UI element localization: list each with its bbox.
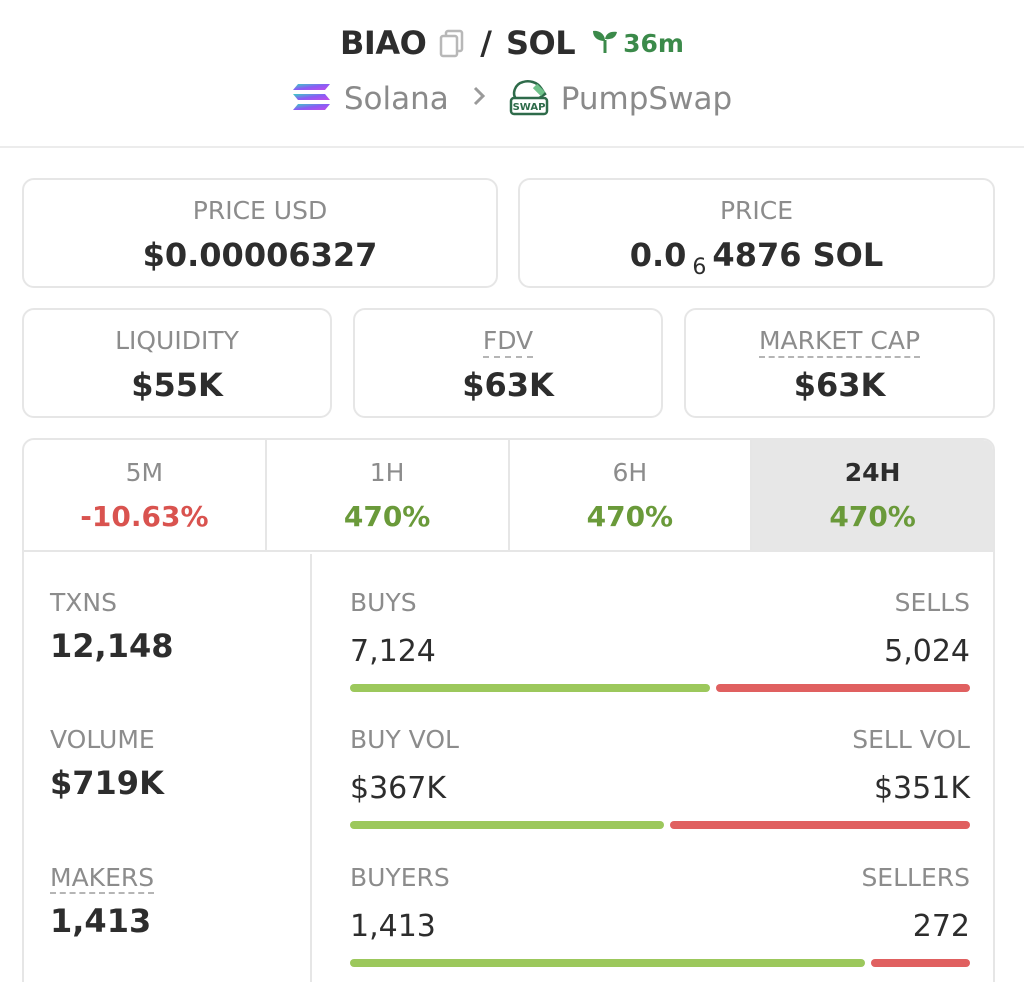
pair-separator: / — [480, 24, 492, 62]
buyers-sellers-row: BUYERS SELLERS 1,413 272 — [350, 863, 970, 973]
buyers-sellers-bar — [350, 959, 970, 967]
tab-change: 470% — [343, 500, 431, 533]
tab-label: 5M — [125, 458, 164, 487]
price-usd-card: PRICE USD $0.00006327 — [22, 178, 498, 288]
tab-1h[interactable]: 1H 470% — [267, 440, 510, 550]
sells-value: 5,024 — [884, 634, 970, 669]
sell-bar-fill — [871, 959, 970, 967]
makers-value: 1,413 — [50, 902, 152, 940]
copy-icon[interactable] — [438, 28, 466, 58]
sell-vol-value: $351K — [873, 771, 970, 806]
buy-bar-fill — [350, 959, 865, 967]
price-native-card: PRICE 0.0 6 4876 SOL — [518, 178, 995, 288]
tab-5m[interactable]: 5M -10.63% — [24, 440, 267, 550]
sell-bar-fill — [716, 684, 970, 692]
buyers-value: 1,413 — [350, 909, 436, 944]
sell-vol-label: SELL VOL — [852, 725, 970, 754]
pair-header: BIAO / SOL 36m — [0, 0, 1024, 148]
pair-title-row: BIAO / SOL 36m — [0, 24, 1024, 62]
pair-age: 36m — [591, 27, 684, 59]
liquidity-value: $55K — [131, 366, 223, 404]
timeframe-stats-panel: 5M -10.63% 1H 470% 6H 470% 24H 470% TXNS… — [22, 438, 995, 982]
chevron-right-icon — [471, 84, 487, 115]
price-native-suffix: 4876 SOL — [712, 236, 884, 274]
tab-6h[interactable]: 6H 470% — [510, 440, 753, 550]
txns-value: 12,148 — [50, 627, 174, 665]
sellers-value: 272 — [912, 909, 970, 944]
tab-change: -10.63% — [80, 500, 209, 533]
quote-token-symbol: SOL — [505, 24, 576, 62]
solana-logo-icon — [292, 81, 332, 117]
liquidity-card: LIQUIDITY $55K — [22, 308, 332, 418]
tab-label: 24H — [844, 458, 901, 487]
makers-metric: MAKERS 1,413 — [50, 863, 155, 940]
chain-name[interactable]: Solana — [343, 81, 449, 117]
market-cap-label[interactable]: MARKET CAP — [758, 326, 921, 358]
tab-label: 1H — [369, 458, 405, 487]
market-cap-value: $63K — [793, 366, 886, 404]
buy-vol-label: BUY VOL — [350, 725, 459, 754]
price-native-prefix: 0.0 — [629, 236, 687, 274]
sells-label: SELLS — [894, 588, 970, 617]
tab-change: 470% — [829, 500, 916, 533]
volume-split-row: BUY VOL SELL VOL $367K $351K — [350, 725, 970, 835]
tab-24h[interactable]: 24H 470% — [752, 440, 993, 550]
price-native-zeros: 6 — [692, 255, 707, 280]
buy-bar-fill — [350, 684, 710, 692]
txns-label: TXNS — [50, 588, 117, 617]
pumpswap-badge-text: SWAP — [512, 102, 545, 113]
txns-metric: TXNS 12,148 — [50, 588, 173, 665]
buys-sells-bar — [350, 684, 970, 692]
buyers-label: BUYERS — [350, 863, 450, 892]
chain-dex-breadcrumb: Solana SWAP PumpSwap — [0, 78, 1024, 120]
liquidity-label: LIQUIDITY — [115, 326, 239, 355]
buy-vol-value: $367K — [350, 771, 447, 806]
buys-label: BUYS — [350, 588, 417, 617]
volume-metric: VOLUME $719K — [50, 725, 164, 802]
sell-bar-fill — [670, 821, 970, 829]
price-usd-label: PRICE USD — [192, 196, 328, 225]
buy-bar-fill — [350, 821, 664, 829]
pair-age-text: 36m — [623, 28, 684, 58]
fdv-value: $63K — [462, 366, 554, 404]
volume-value: $719K — [50, 764, 164, 802]
dex-name[interactable]: PumpSwap — [560, 81, 733, 117]
price-usd-value: $0.00006327 — [142, 236, 378, 274]
makers-label[interactable]: MAKERS — [50, 863, 155, 894]
fdv-card: FDV $63K — [353, 308, 663, 418]
price-native-label: PRICE — [719, 196, 794, 225]
seedling-icon — [591, 27, 619, 59]
timeframe-tabs: 5M -10.63% 1H 470% 6H 470% 24H 470% — [24, 440, 993, 552]
totals-column: TXNS 12,148 VOLUME $719K MAKERS 1,413 — [24, 554, 312, 982]
sellers-label: SELLERS — [861, 863, 970, 892]
base-token-symbol: BIAO — [340, 24, 427, 62]
price-native-value: 0.0 6 4876 SOL — [520, 236, 993, 280]
volume-label: VOLUME — [50, 725, 155, 754]
fdv-label[interactable]: FDV — [482, 326, 534, 358]
market-cap-card: MARKET CAP $63K — [684, 308, 995, 418]
buys-sells-row: BUYS SELLS 7,124 5,024 — [350, 588, 970, 698]
volume-split-bar — [350, 821, 970, 829]
tab-change: 470% — [586, 500, 674, 533]
tab-label: 6H — [612, 458, 648, 487]
pumpswap-logo-icon: SWAP — [509, 78, 549, 120]
buys-value: 7,124 — [350, 634, 436, 669]
